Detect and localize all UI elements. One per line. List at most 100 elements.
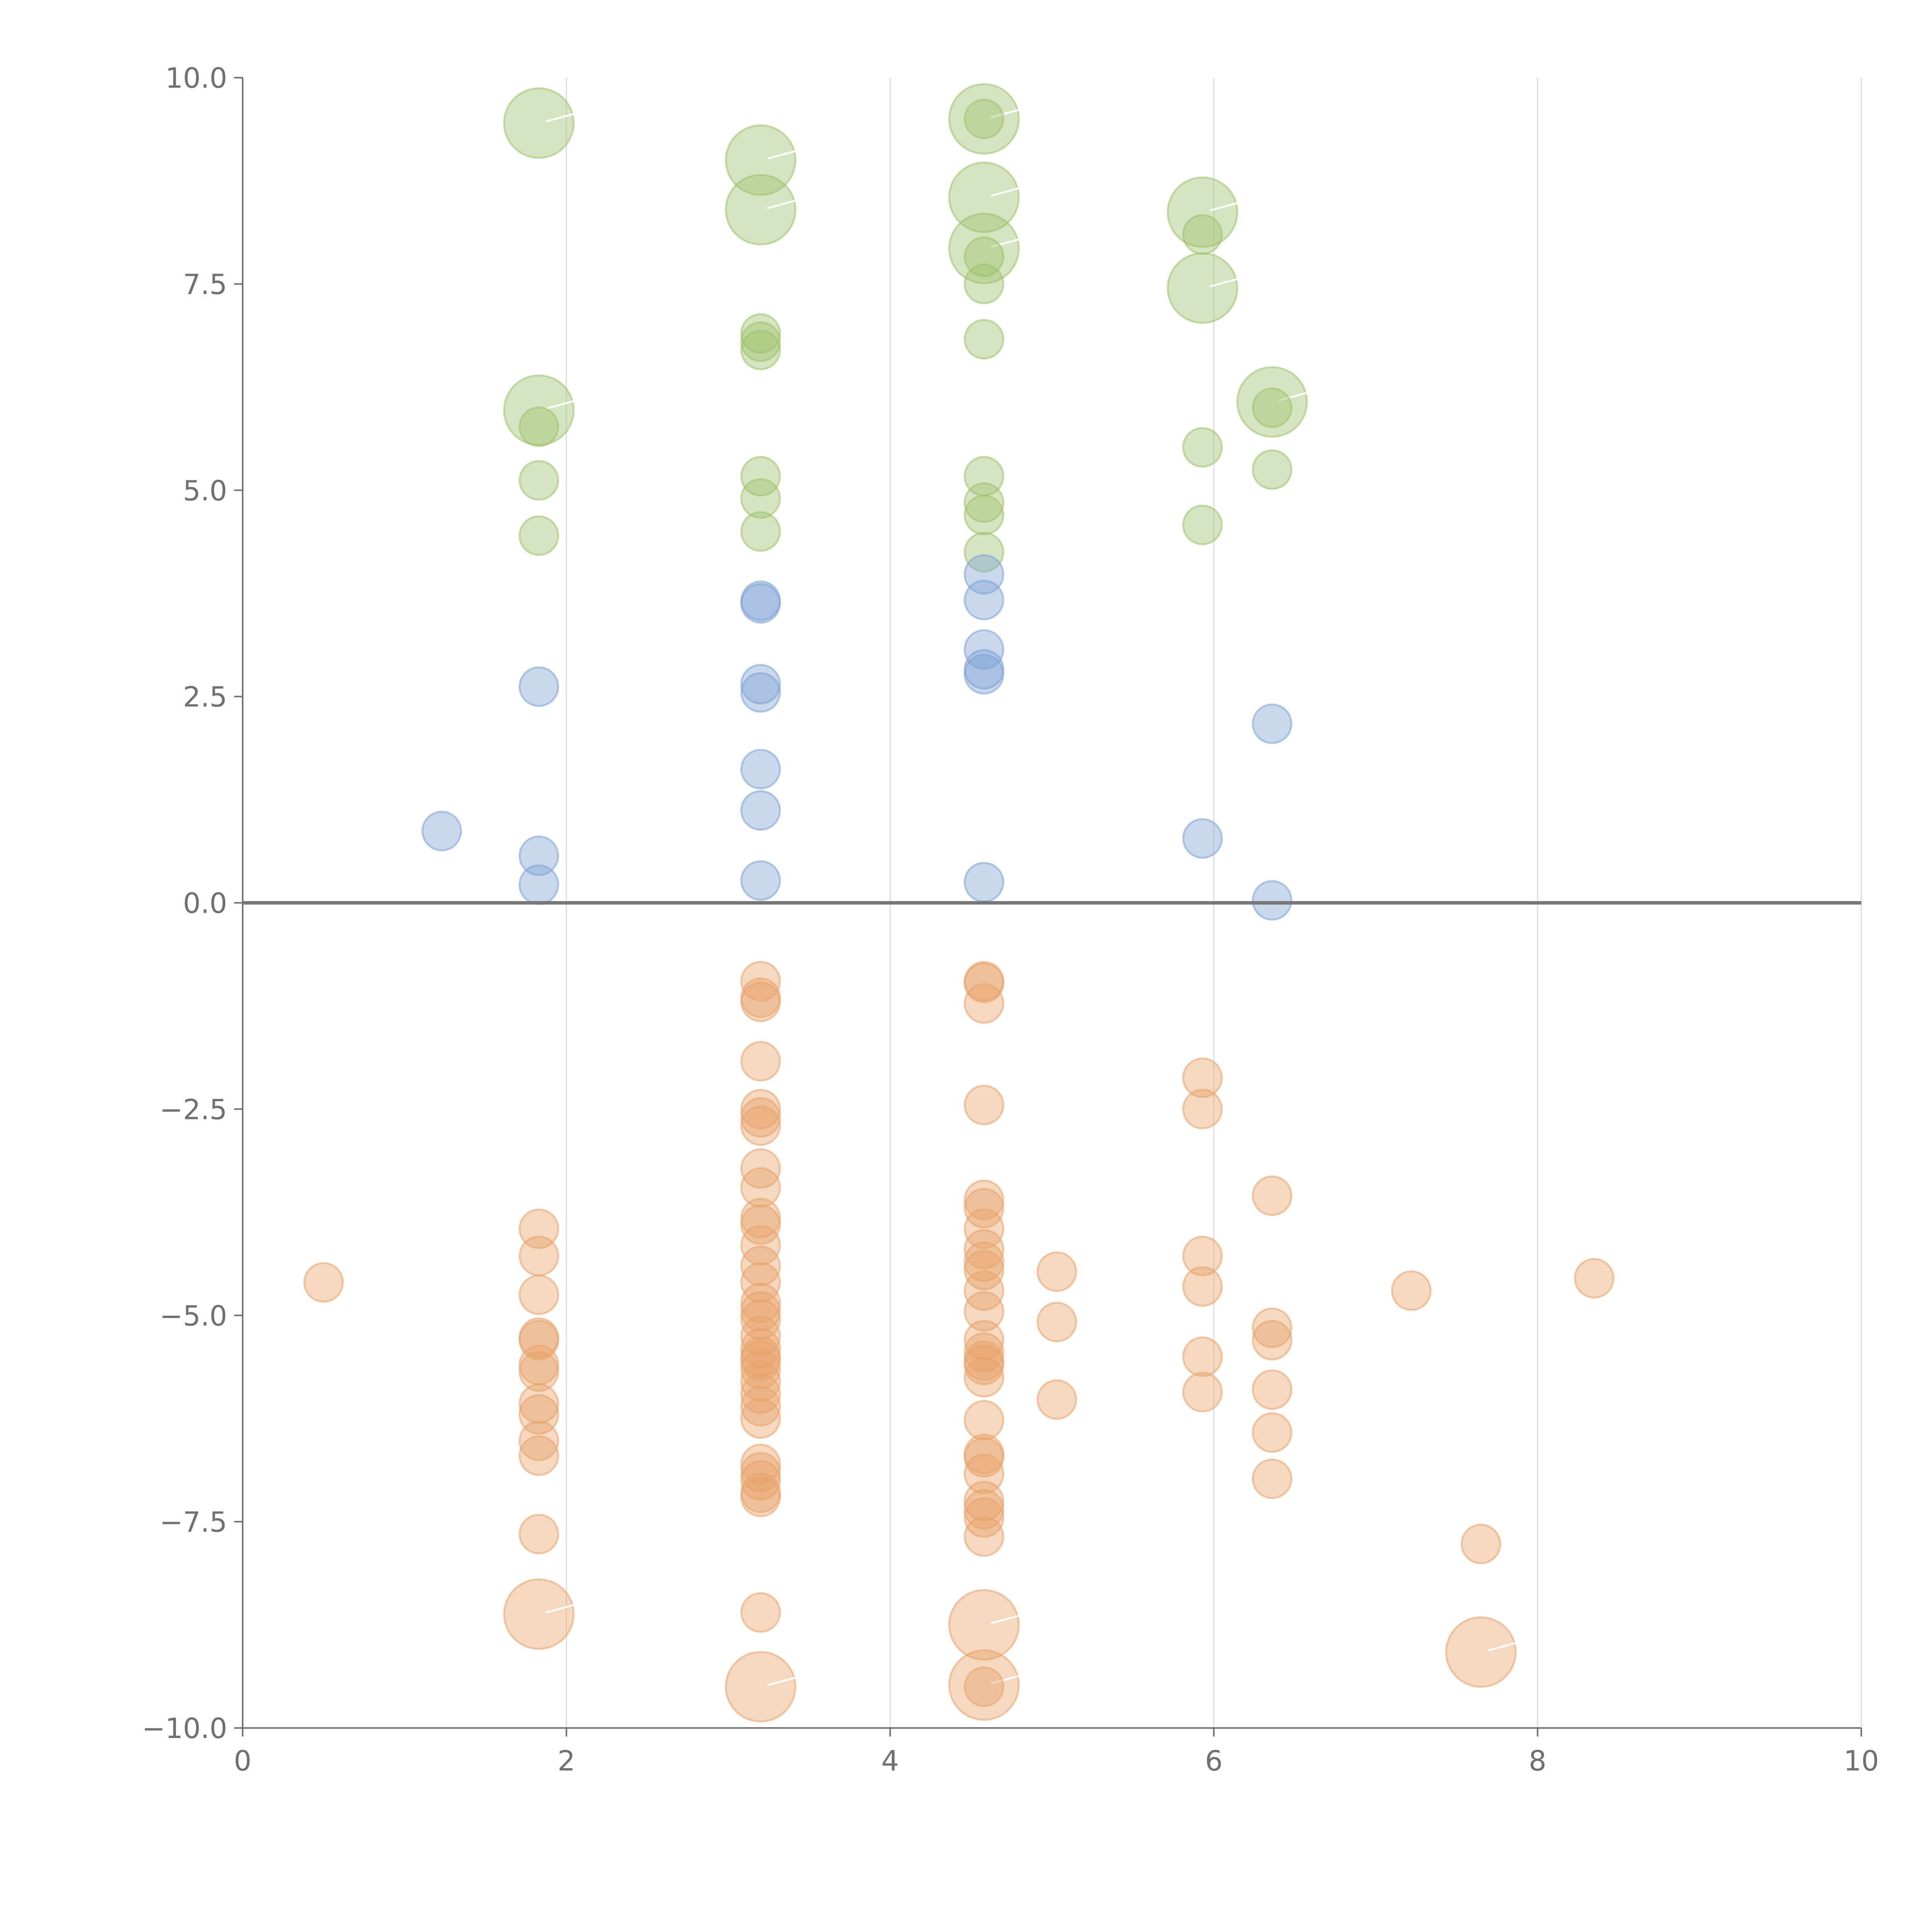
green-bubble: [724, 174, 796, 246]
green-bubble: [1182, 214, 1223, 255]
green-bubble: [964, 482, 1005, 523]
y-tick-label: 2.5: [183, 681, 227, 713]
blue-bubble: [740, 664, 781, 705]
orange-bubble: [964, 1320, 1005, 1361]
y-tick-label: 0.0: [183, 887, 227, 920]
y-tick-label: −10.0: [142, 1712, 227, 1745]
orange-bubble: [740, 1097, 781, 1138]
green-bubble-marker: [1209, 278, 1238, 287]
orange-bubble: [740, 1386, 781, 1427]
orange-bubble: [964, 983, 1005, 1024]
y-tick-label: 7.5: [183, 268, 227, 301]
green-bubble: [740, 313, 781, 354]
orange-bubble: [1391, 1270, 1432, 1311]
green-bubble: [503, 374, 575, 446]
blue-bubble: [964, 654, 1005, 695]
orange-bubble: [740, 1105, 781, 1146]
blue-bubble: [964, 862, 1005, 903]
orange-bubble: [1252, 1458, 1293, 1499]
orange-bubble: [1182, 1057, 1223, 1098]
orange-bubble: [964, 1481, 1005, 1522]
green-bubble: [1252, 449, 1293, 490]
orange-bubble: [740, 1204, 781, 1245]
orange-bubble: [740, 1262, 781, 1303]
orange-bubble: [519, 1274, 560, 1315]
orange-bubble: [1036, 1379, 1077, 1420]
y-tick-label: 10.0: [165, 62, 227, 94]
series-green: [503, 83, 1308, 573]
x-tick-label: 6: [1205, 1745, 1223, 1777]
orange-bubble: [740, 1398, 781, 1439]
orange-bubble: [724, 1651, 796, 1723]
orange-bubble: [740, 981, 781, 1022]
y-tick-label: −5.0: [160, 1299, 227, 1332]
orange-bubble: [1182, 1088, 1223, 1129]
orange-bubble: [964, 1357, 1005, 1398]
y-tick-label: −2.5: [160, 1093, 227, 1126]
orange-bubble: [964, 1666, 1005, 1707]
green-bubble: [964, 264, 1005, 304]
orange-bubble: [740, 1225, 781, 1266]
green-bubble: [948, 83, 1020, 155]
green-bubble: [964, 532, 1005, 573]
orange-bubble: [740, 1476, 781, 1517]
orange-bubble: [1461, 1524, 1502, 1565]
orange-bubble: [964, 963, 1005, 1003]
orange-bubble: [519, 1320, 560, 1361]
orange-bubble-marker: [1487, 1642, 1517, 1651]
orange-bubble: [519, 1435, 560, 1476]
x-tick-label: 0: [234, 1745, 252, 1777]
orange-bubble: [740, 1340, 781, 1381]
orange-bubble: [964, 1250, 1005, 1291]
green-bubble: [1236, 366, 1308, 438]
blue-bubble: [740, 790, 781, 831]
orange-bubble: [740, 1167, 781, 1208]
green-bubble: [519, 460, 560, 501]
orange-bubble: [964, 1241, 1005, 1282]
orange-bubble: [1445, 1616, 1517, 1688]
orange-bubble: [740, 1328, 781, 1369]
orange-bubble: [740, 1592, 781, 1633]
green-bubble: [740, 511, 781, 552]
green-bubble: [740, 456, 781, 497]
orange-bubble: [964, 1270, 1005, 1311]
orange-bubble: [740, 1349, 781, 1389]
green-bubble-marker: [545, 400, 575, 410]
x-tick-label: 10: [1844, 1745, 1879, 1777]
green-bubble-marker: [767, 199, 797, 209]
green-bubble: [724, 124, 796, 196]
orange-bubble: [964, 1085, 1005, 1126]
orange-bubble: [964, 1344, 1005, 1385]
orange-bubble-marker: [990, 1614, 1020, 1624]
orange-bubble: [740, 1299, 781, 1340]
blue-bubble: [1252, 880, 1293, 921]
orange-bubble: [964, 1437, 1005, 1478]
orange-bubble: [948, 1649, 1020, 1721]
orange-bubble: [740, 1361, 781, 1402]
orange-bubble: [964, 1188, 1005, 1229]
orange-bubble: [740, 1291, 781, 1332]
orange-bubble: [964, 1179, 1005, 1220]
blue-bubble: [740, 860, 781, 901]
orange-bubble: [519, 1351, 560, 1392]
series-blue: [421, 554, 1293, 921]
green-bubble: [1182, 504, 1223, 545]
blue-bubble: [740, 672, 781, 713]
green-bubble: [519, 406, 560, 447]
orange-bubble: [948, 1589, 1020, 1661]
orange-bubble: [740, 1088, 781, 1129]
y-tick-label: 5.0: [183, 474, 227, 507]
orange-bubble: [740, 1444, 781, 1485]
green-bubble: [964, 319, 1005, 360]
orange-bubble: [740, 1041, 781, 1082]
green-bubble: [948, 162, 1020, 233]
green-bubble: [740, 330, 781, 371]
y-tick-label: −7.5: [160, 1506, 227, 1538]
orange-bubble: [519, 1514, 560, 1554]
orange-bubble: [1252, 1175, 1293, 1216]
orange-bubble: [1252, 1369, 1293, 1410]
orange-bubble: [1182, 1266, 1223, 1307]
green-bubble-marker: [990, 109, 1020, 119]
series-orange: [303, 961, 1615, 1723]
